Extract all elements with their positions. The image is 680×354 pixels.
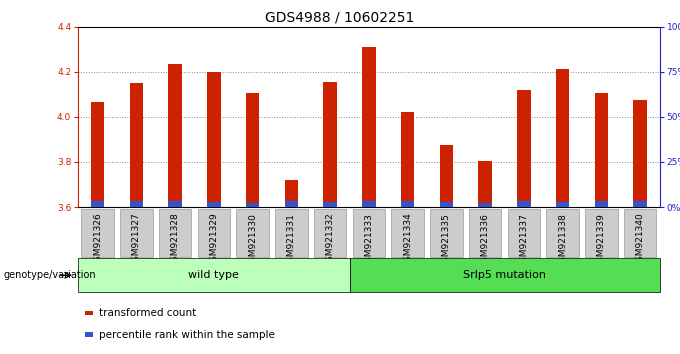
Bar	[91, 102, 104, 207]
FancyBboxPatch shape	[508, 209, 540, 257]
Text: GSM921331: GSM921331	[287, 213, 296, 268]
Bar	[207, 72, 220, 207]
FancyBboxPatch shape	[353, 209, 385, 257]
Bar	[595, 201, 608, 207]
Text: percentile rank within the sample: percentile rank within the sample	[99, 330, 275, 339]
Text: GSM921332: GSM921332	[326, 213, 335, 267]
FancyBboxPatch shape	[314, 209, 346, 257]
FancyBboxPatch shape	[82, 209, 114, 257]
Bar	[207, 202, 220, 207]
FancyBboxPatch shape	[585, 209, 617, 257]
Text: genotype/variation: genotype/variation	[3, 270, 96, 280]
FancyBboxPatch shape	[120, 209, 152, 257]
Bar	[246, 93, 259, 207]
Text: GSM921336: GSM921336	[481, 213, 490, 268]
Text: GSM921337: GSM921337	[520, 213, 528, 268]
Text: GSM921329: GSM921329	[209, 213, 218, 267]
Text: GSM921333: GSM921333	[364, 213, 373, 268]
Bar	[517, 90, 530, 207]
FancyBboxPatch shape	[392, 209, 424, 257]
Text: GSM921339: GSM921339	[597, 213, 606, 268]
Text: GSM921326: GSM921326	[93, 213, 102, 267]
Bar	[324, 202, 337, 207]
FancyBboxPatch shape	[275, 209, 307, 257]
FancyBboxPatch shape	[198, 209, 230, 257]
Bar	[479, 203, 492, 207]
Bar	[169, 64, 182, 207]
Bar	[401, 201, 414, 207]
Bar	[362, 47, 375, 207]
Text: GSM921328: GSM921328	[171, 213, 180, 267]
Bar	[517, 201, 530, 207]
Text: GDS4988 / 10602251: GDS4988 / 10602251	[265, 11, 415, 25]
Text: transformed count: transformed count	[99, 308, 196, 318]
Text: GSM921340: GSM921340	[636, 213, 645, 267]
Bar	[324, 82, 337, 207]
Text: GSM921338: GSM921338	[558, 213, 567, 268]
Bar	[634, 201, 647, 207]
Bar	[285, 201, 298, 207]
Bar	[91, 201, 104, 207]
FancyBboxPatch shape	[624, 209, 656, 257]
Bar	[246, 203, 259, 207]
Text: GSM921335: GSM921335	[442, 213, 451, 268]
Bar	[634, 100, 647, 207]
Bar	[362, 201, 375, 207]
Bar	[556, 202, 569, 207]
Bar	[440, 202, 453, 207]
Bar	[130, 201, 143, 207]
Bar	[401, 112, 414, 207]
Text: GSM921334: GSM921334	[403, 213, 412, 267]
Bar	[556, 69, 569, 207]
Text: Srlp5 mutation: Srlp5 mutation	[463, 270, 546, 280]
Text: GSM921327: GSM921327	[132, 213, 141, 267]
Bar	[169, 201, 182, 207]
FancyBboxPatch shape	[430, 209, 462, 257]
FancyBboxPatch shape	[159, 209, 191, 257]
Text: GSM921330: GSM921330	[248, 213, 257, 268]
Bar	[595, 93, 608, 207]
Bar	[479, 161, 492, 207]
Bar	[130, 83, 143, 207]
Bar	[440, 145, 453, 207]
Text: wild type: wild type	[188, 270, 239, 280]
FancyBboxPatch shape	[547, 209, 579, 257]
FancyBboxPatch shape	[469, 209, 501, 257]
Bar	[285, 180, 298, 207]
FancyBboxPatch shape	[237, 209, 269, 257]
